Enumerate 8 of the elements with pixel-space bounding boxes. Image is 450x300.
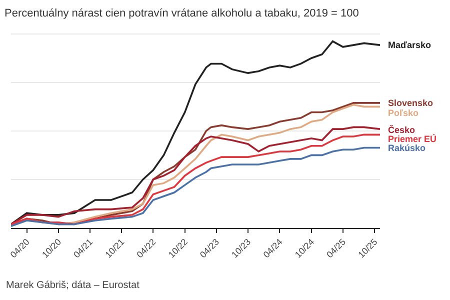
series-label: Priemer EÚ: [388, 134, 437, 144]
series-label: Slovensko: [388, 98, 434, 108]
series-label: Česko: [388, 124, 416, 135]
series-label: Rakúsko: [388, 143, 426, 153]
chart-title: Percentuálny nárast cien potravín vrátane alkoholu a tabaku, 2019 = 100: [4, 8, 359, 20]
series-label: Poľsko: [388, 108, 419, 118]
series-label: Maďarsko: [388, 40, 432, 50]
text: Marek Gábriš; dáta – Eurostat: [6, 280, 140, 291]
